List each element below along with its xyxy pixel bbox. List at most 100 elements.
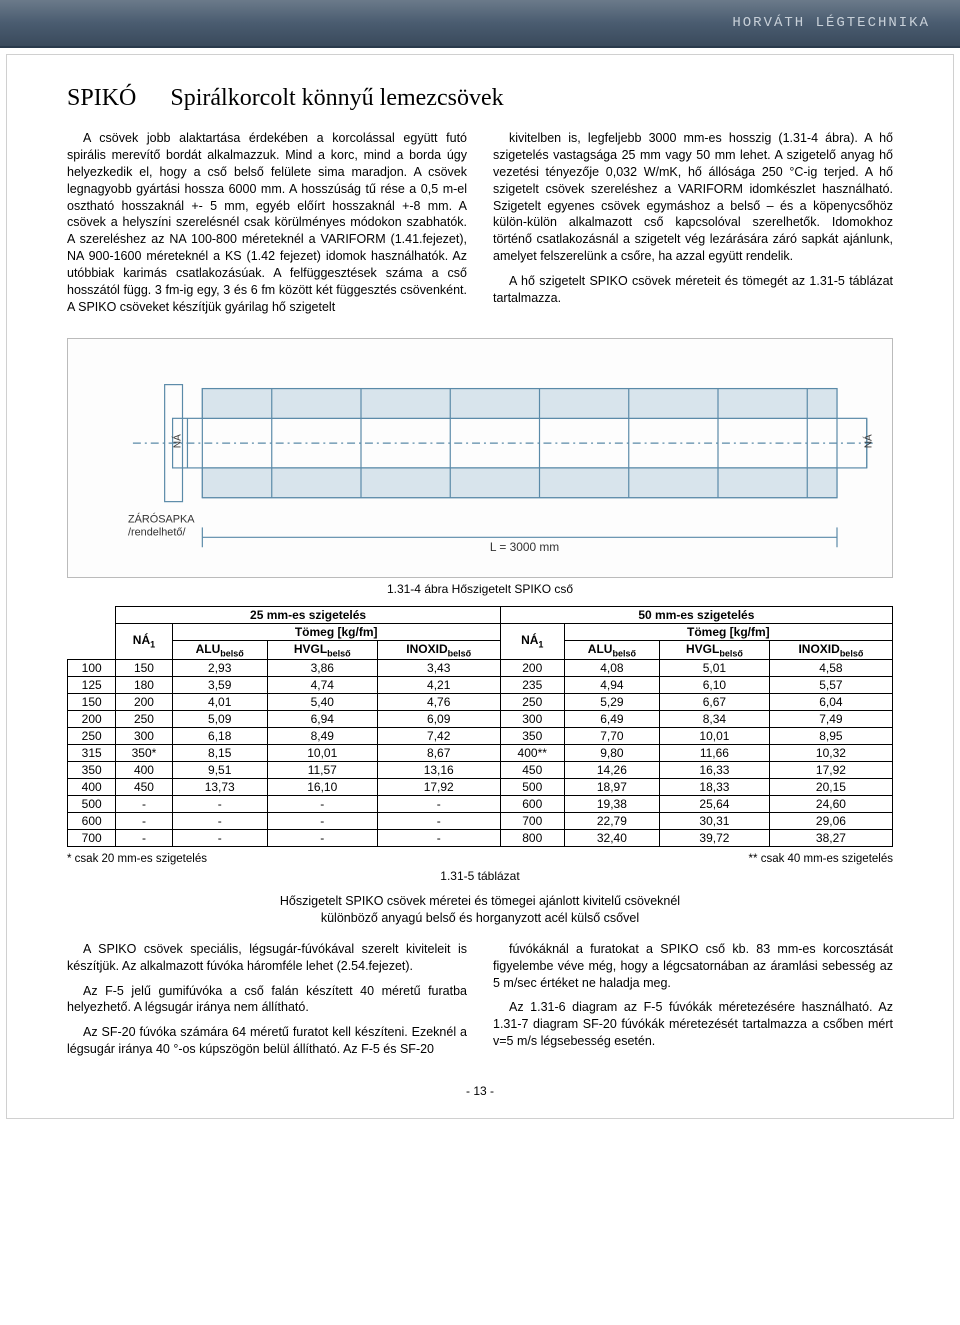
table-cell: 180 — [116, 677, 172, 694]
table-cell: 32,40 — [564, 830, 659, 847]
table-cell: 200 — [500, 660, 564, 677]
table-cell: 24,60 — [769, 796, 892, 813]
table-cell: 6,09 — [377, 711, 500, 728]
table-cell: 20,15 — [769, 779, 892, 796]
footnote-right: ** csak 40 mm-es szigetelés — [749, 853, 893, 865]
intro-right-p1: kivitelben is, legfeljebb 3000 mm-es hos… — [493, 130, 893, 265]
diagram-caption: 1.31-4 ábra Hőszigetelt SPIKO cső — [67, 582, 893, 596]
table-cell: 13,16 — [377, 762, 500, 779]
table-cell: - — [172, 813, 267, 830]
table-cell: 350* — [116, 745, 172, 762]
table-cell: 6,67 — [660, 694, 770, 711]
brand-text: HORVÁTH LÉGTECHNIKA — [732, 15, 930, 31]
table-cell: 150 — [68, 694, 116, 711]
table-cell: 5,40 — [267, 694, 377, 711]
table-cell: 500 — [68, 796, 116, 813]
page-content: SPIKÓ Spirálkorcolt könnyű lemezcsövek A… — [6, 54, 954, 1119]
table-cell: - — [172, 830, 267, 847]
table-cell: 450 — [116, 779, 172, 796]
intro-left: A csövek jobb alaktartása érdekében a ko… — [67, 130, 467, 324]
table-cell: 250 — [500, 694, 564, 711]
th-hvgl-b: HVGLbelső — [660, 640, 770, 659]
table-cell: 4,21 — [377, 677, 500, 694]
table-row: 2002505,096,946,093006,498,347,49 — [68, 711, 893, 728]
pipe-diagram: ZÁRÓSAPKA /rendelhető/ NÁ NÁ L = 3000 mm — [67, 338, 893, 578]
table-cell: 17,92 — [377, 779, 500, 796]
table-caption: 1.31-5 táblázat — [67, 869, 893, 883]
page-number: - 13 - — [67, 1084, 893, 1098]
table-cell: 8,34 — [660, 711, 770, 728]
th-inoxid-a: INOXIDbelső — [377, 640, 500, 659]
table-cell: 29,06 — [769, 813, 892, 830]
data-table: 25 mm-es szigetelés 50 mm-es szigetelés … — [67, 606, 893, 847]
th-alu-a: ALUbelső — [172, 640, 267, 659]
th-na1-a: NÁ1 — [116, 623, 172, 659]
table-cell: 19,38 — [564, 796, 659, 813]
table-cell: 200 — [116, 694, 172, 711]
body2-right-p2: Az 1.31-6 diagram az F-5 fúvókák méretez… — [493, 999, 893, 1050]
table-cell: 22,79 — [564, 813, 659, 830]
th-tomeg-a: Tömeg [kg/fm] — [172, 623, 500, 640]
table-cell: 400** — [500, 745, 564, 762]
table-cell: 4,58 — [769, 660, 892, 677]
table-cell: 3,59 — [172, 677, 267, 694]
table-cell: 10,01 — [660, 728, 770, 745]
table-cell: 250 — [68, 728, 116, 745]
table-cell: 8,67 — [377, 745, 500, 762]
body2-left: A SPIKO csövek speciális, légsugár-fúvók… — [67, 941, 467, 1066]
body2-left-p2: Az F-5 jelű gumifúvóka a cső falán készí… — [67, 983, 467, 1017]
title-rest: Spirálkorcolt könnyű lemezcsövek — [170, 85, 503, 111]
th-alu-b: ALUbelső — [564, 640, 659, 659]
table-cell: 600 — [68, 813, 116, 830]
table-cell: - — [116, 796, 172, 813]
th-na1-b: NÁ1 — [500, 623, 564, 659]
table-cell: 7,49 — [769, 711, 892, 728]
th-group2: 50 mm-es szigetelés — [500, 606, 892, 623]
table-row: 600----70022,7930,3129,06 — [68, 813, 893, 830]
table-cell: 200 — [68, 711, 116, 728]
table-cell: 10,32 — [769, 745, 892, 762]
table-cell: 5,09 — [172, 711, 267, 728]
table-cell: 600 — [500, 796, 564, 813]
table-body: 1001502,933,863,432004,085,014,581251803… — [68, 660, 893, 847]
table-cell: 300 — [116, 728, 172, 745]
table-cell: 11,57 — [267, 762, 377, 779]
table-cell: 250 — [116, 711, 172, 728]
table-cell: 4,08 — [564, 660, 659, 677]
table-row: 315350*8,1510,018,67400**9,8011,6610,32 — [68, 745, 893, 762]
table-cell: 6,49 — [564, 711, 659, 728]
table-cell: 4,94 — [564, 677, 659, 694]
table-cell: 350 — [68, 762, 116, 779]
table-cell: - — [116, 830, 172, 847]
intro-right-p2: A hő szigetelt SPIKO csövek méreteit és … — [493, 273, 893, 307]
table-row: 1001502,933,863,432004,085,014,58 — [68, 660, 893, 677]
table-cell: 350 — [500, 728, 564, 745]
table-cell: 38,27 — [769, 830, 892, 847]
table-cell: 4,01 — [172, 694, 267, 711]
th-inoxid-b: INOXIDbelső — [769, 640, 892, 659]
table-cell: 7,70 — [564, 728, 659, 745]
table-head: 25 mm-es szigetelés 50 mm-es szigetelés … — [68, 606, 893, 659]
table-cell: 30,31 — [660, 813, 770, 830]
table-cell: 700 — [500, 813, 564, 830]
table-cell: 3,86 — [267, 660, 377, 677]
table-subtitle: Hőszigetelt SPIKO csövek méretei és töme… — [67, 893, 893, 927]
body2-columns: A SPIKO csövek speciális, légsugár-fúvók… — [67, 941, 893, 1066]
body2-left-p3: Az SF-20 fúvóka számára 64 méretű furato… — [67, 1024, 467, 1058]
body2-left-p1: A SPIKO csövek speciális, légsugár-fúvók… — [67, 941, 467, 975]
table-cell: 13,73 — [172, 779, 267, 796]
table-cell: - — [267, 813, 377, 830]
brand-header: HORVÁTH LÉGTECHNIKA — [0, 0, 960, 48]
table-row: 2503006,188,497,423507,7010,018,95 — [68, 728, 893, 745]
table-cell: 6,18 — [172, 728, 267, 745]
table-cell: 9,80 — [564, 745, 659, 762]
table-cell: 400 — [68, 779, 116, 796]
table-cell: 7,42 — [377, 728, 500, 745]
table-cell: 39,72 — [660, 830, 770, 847]
table-cell: 500 — [500, 779, 564, 796]
table-cell: 9,51 — [172, 762, 267, 779]
table-cell: - — [377, 830, 500, 847]
table-footnotes: * csak 20 mm-es szigetelés ** csak 40 mm… — [67, 853, 893, 865]
table-cell: 14,26 — [564, 762, 659, 779]
body2-right: fúvókáknál a furatokat a SPIKO cső kb. 8… — [493, 941, 893, 1066]
